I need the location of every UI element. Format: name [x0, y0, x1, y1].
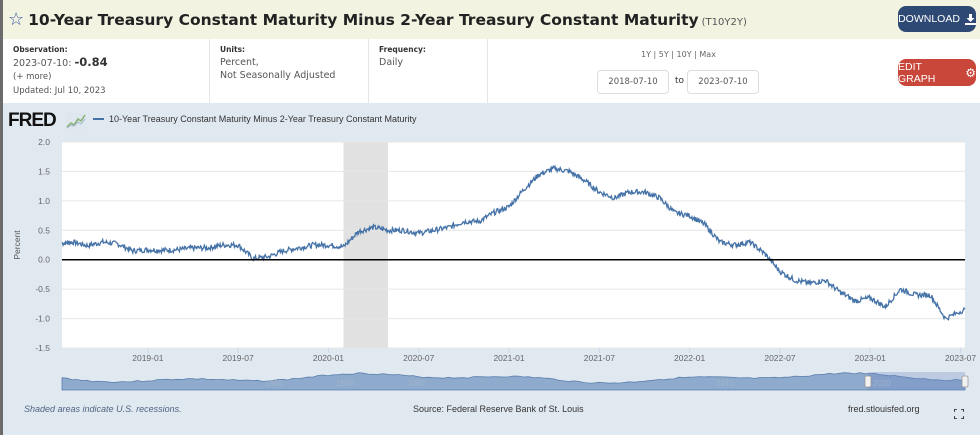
x-tick-label: 2020-01 [313, 353, 344, 363]
more-link[interactable]: (+ more) [13, 72, 52, 82]
x-tick-label: 2022-07 [764, 353, 795, 363]
source-text: Source: Federal Reserve Bank of St. Loui… [413, 404, 584, 414]
edit-graph-button[interactable]: EDIT GRAPH ⚙ [898, 59, 976, 86]
navigator-handle[interactable] [961, 375, 969, 388]
observation-value: -0.84 [74, 55, 108, 69]
x-tick-label: 2019-01 [132, 353, 163, 363]
observation-panel: Observation: 2023-07-10: -0.84 (+ more) … [3, 39, 210, 103]
download-icon [964, 13, 976, 25]
plot-area [62, 142, 965, 348]
navigator-window[interactable] [868, 372, 965, 390]
to-label: to [675, 76, 685, 86]
frequency-label: Frequency: [379, 45, 426, 54]
y-tick-label: -1.5 [35, 343, 50, 353]
legend-swatch [93, 118, 104, 120]
y-tick-label: -0.5 [35, 284, 50, 294]
navigator-label: 2020 [873, 379, 891, 388]
y-tick-label: 1.0 [38, 196, 50, 206]
recession-shade [343, 142, 388, 348]
navigator-label: 1990 [336, 379, 354, 388]
y-axis-label: Percent [12, 230, 22, 260]
gear-icon: ⚙ [965, 65, 976, 80]
frequency-value: Daily [379, 57, 404, 68]
x-tick-label: 2022-01 [674, 353, 705, 363]
recession-note: Shaded areas indicate U.S. recessions. [24, 404, 182, 414]
x-tick-label: 2021-07 [584, 353, 615, 363]
x-tick-label: 2021-01 [493, 353, 524, 363]
start-date-input[interactable]: 2018-07-10 [597, 70, 669, 94]
download-button[interactable]: DOWNLOAD [898, 6, 976, 32]
range-1y[interactable]: 1Y [641, 50, 651, 59]
chart-legend: 10-Year Treasury Constant Maturity Minus… [93, 114, 416, 124]
observation-line: 2023-07-10: -0.84 [13, 56, 209, 70]
range-5y[interactable]: 5Y [658, 50, 669, 59]
star-icon[interactable]: ☆ [8, 9, 25, 30]
observation-label: Observation: [13, 45, 68, 54]
updated-date: Updated: Jul 10, 2023 [13, 86, 106, 96]
navigator-label: 2010 [716, 379, 734, 388]
navigator-label: 1980 [265, 379, 283, 388]
fred-logo: FRED [8, 110, 57, 132]
series-title: 10-Year Treasury Constant Maturity Minus… [28, 11, 699, 29]
download-label: DOWNLOAD [898, 13, 960, 25]
x-tick-label: 2020-07 [403, 353, 434, 363]
header: ☆ 10-Year Treasury Constant Maturity Minu… [3, 0, 980, 39]
x-tick-label: 2023-01 [855, 353, 886, 363]
edit-graph-label: EDIT GRAPH [898, 60, 936, 85]
page-title: ☆ 10-Year Treasury Constant Maturity Minu… [8, 9, 747, 30]
frequency-panel: Frequency: Daily [369, 39, 488, 103]
observation-date: 2023-07-10: [13, 58, 72, 69]
y-tick-label: 0.0 [38, 255, 50, 265]
fullscreen-icon[interactable] [954, 409, 964, 419]
series-id: (T10Y2Y) [701, 17, 747, 28]
end-date-input[interactable]: 2023-07-10 [687, 70, 759, 94]
units-value-2: Not Seasonally Adjusted [220, 70, 336, 81]
range-selector: 1Y | 5Y | 10Y | Max [641, 50, 716, 59]
navigator-series [61, 372, 966, 391]
y-tick-label: 1.5 [38, 166, 50, 176]
site-link[interactable]: fred.stlouisfed.org [848, 404, 920, 414]
units-value-1: Percent, [220, 57, 259, 68]
legend-label: 10-Year Treasury Constant Maturity Minus… [109, 114, 417, 124]
y-tick-label: 2.0 [38, 137, 50, 147]
series-line[interactable] [61, 164, 966, 321]
units-label: Units: [220, 45, 246, 54]
fred-chart-icon [66, 113, 86, 129]
units-panel: Units: Percent, Not Seasonally Adjusted [210, 39, 369, 103]
fred-brand: FRED [8, 110, 57, 131]
x-tick-label: 2019-07 [223, 353, 254, 363]
x-tick-label: 2023-07 [945, 353, 976, 363]
line-chart[interactable]: 2.0 1.5 1.0 0.5 0.0 -0.5 -1.0 -1.5 Percent 2019-0… [0, 0, 980, 400]
navigator-handle[interactable] [864, 375, 872, 388]
navigator-label: 2000 [407, 379, 425, 388]
range-10y[interactable]: 10Y [676, 50, 692, 59]
left-border [0, 0, 3, 435]
y-tick-label: -1.0 [35, 314, 50, 324]
range-max[interactable]: Max [699, 50, 716, 59]
y-tick-label: 0.5 [38, 225, 50, 235]
